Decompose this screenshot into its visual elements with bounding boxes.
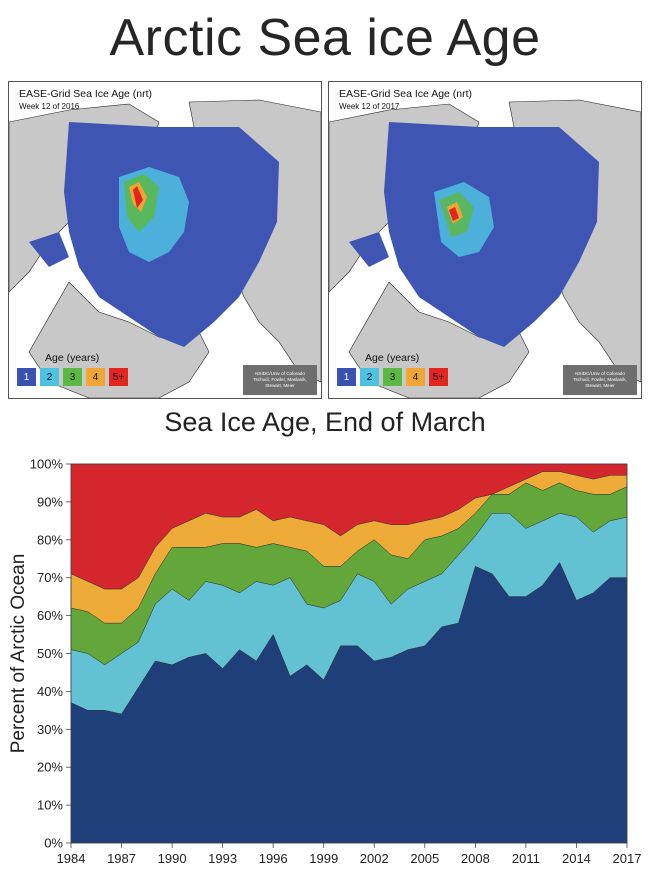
x-tick-label: 2002	[360, 851, 389, 866]
sea-ice-map-2017: EASE-Grid Sea Ice Age (nrt) Week 12 of 2…	[328, 81, 642, 399]
sea-ice-age-area-chart: 0% 10% 20% 30% 40% 50% 60% 70% 80% 90% 100% 1984 198…	[8, 457, 642, 867]
y-tick-label: 70%	[37, 570, 63, 585]
legend-label: 3	[69, 371, 76, 383]
x-tick-label: 1984	[57, 851, 86, 866]
legend-label: 5+	[112, 371, 125, 383]
legend-swatch: 2	[360, 368, 379, 386]
credit-line: NSIDC/Univ of Colorado	[255, 370, 305, 376]
x-tick-label: 2005	[410, 851, 439, 866]
legend-label: 3	[389, 371, 396, 383]
y-tick-label: 30%	[37, 722, 63, 737]
x-tick-label: 1993	[208, 851, 237, 866]
legend-swatch: 1	[17, 368, 36, 386]
legend-title: Age (years)	[45, 352, 100, 364]
legend-label: 4	[412, 371, 419, 383]
map-week: Week 12 of 2017	[339, 102, 400, 111]
y-tick-label: 100%	[30, 457, 64, 472]
legend-label: 4	[92, 371, 99, 383]
y-tick-label: 40%	[37, 684, 63, 699]
legend-swatch: 2	[40, 368, 59, 386]
x-tick-label: 1999	[309, 851, 338, 866]
legend-label: 1	[343, 371, 350, 383]
page-title: Arctic Sea ice Age	[109, 9, 541, 67]
sea-ice-map-2016: EASE-Grid Sea Ice Age (nrt) Week 12 of 2…	[8, 81, 322, 399]
x-tick-label: 1990	[158, 851, 187, 866]
y-axis-label: Percent of Arctic Ocean	[8, 554, 29, 754]
legend-label: 2	[46, 371, 53, 383]
legend-label: 1	[23, 371, 30, 383]
credit-line: NSIDC/Univ of Colorado	[575, 370, 625, 376]
x-tick-label: 1987	[107, 851, 136, 866]
y-tick-label: 90%	[37, 494, 63, 509]
arctic-map-image	[329, 82, 641, 398]
chart-title: Sea Ice Age, End of March	[164, 407, 486, 437]
credit-box: NSIDC/Univ of Colorado Tschudi, Fowler, …	[243, 365, 317, 395]
age-legend: 1 2 3 4 5+	[337, 368, 448, 386]
y-tick-label: 10%	[37, 798, 63, 813]
legend-swatch: 4	[86, 368, 105, 386]
legend-swatch: 5+	[429, 368, 448, 386]
x-tick-label: 2011	[512, 851, 540, 866]
credit-line: Tschudi, Fowler, Maslanik,	[573, 376, 627, 382]
legend-label: 5+	[432, 371, 445, 383]
arctic-map-image	[9, 82, 321, 398]
y-tick-label: 60%	[37, 608, 63, 623]
legend-label: 2	[366, 371, 373, 383]
y-tick-label: 0%	[44, 836, 63, 851]
legend-swatch: 3	[63, 368, 82, 386]
y-tick-label: 20%	[37, 760, 63, 775]
legend-swatch: 3	[383, 368, 402, 386]
y-tick-label: 80%	[37, 532, 63, 547]
x-tick-label: 1996	[259, 851, 288, 866]
credit-line: Tschudi, Fowler, Maslanik,	[253, 376, 307, 382]
legend-swatch: 5+	[109, 368, 128, 386]
map-week: Week 12 of 2016	[19, 102, 80, 111]
x-tick-label: 2008	[461, 851, 490, 866]
credit-box: NSIDC/Univ of Colorado Tschudi, Fowler, …	[563, 365, 637, 395]
legend-swatch: 4	[406, 368, 425, 386]
x-tick-label: 2014	[562, 851, 591, 866]
y-tick-label: 50%	[37, 646, 63, 661]
credit-line: Stewart, Meier	[585, 383, 615, 389]
age-legend: 1 2 3 4 5+	[17, 368, 128, 386]
legend-title: Age (years)	[365, 352, 420, 364]
map-title: EASE-Grid Sea Ice Age (nrt)	[19, 88, 153, 100]
x-tick-label: 2017	[613, 851, 642, 866]
credit-line: Stewart, Meier	[265, 383, 295, 389]
map-title: EASE-Grid Sea Ice Age (nrt)	[339, 88, 473, 100]
legend-swatch: 1	[337, 368, 356, 386]
